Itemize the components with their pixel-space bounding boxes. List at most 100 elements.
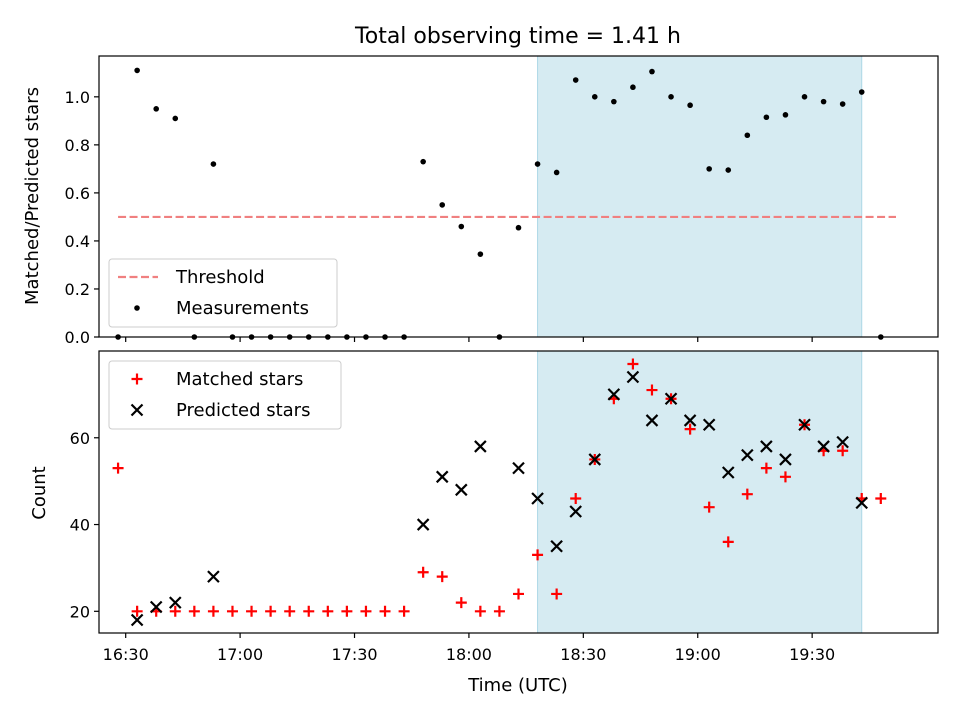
data-point	[782, 112, 789, 118]
x-axis-label: Time (UTC)	[467, 675, 568, 696]
predicted-star-point	[721, 466, 735, 479]
predicted-star-point	[474, 440, 487, 453]
data-point	[553, 169, 560, 176]
top-y-tick-label: 0.2	[65, 280, 90, 299]
matched-star-point	[493, 605, 505, 617]
data-point	[458, 223, 465, 230]
matched-star-point	[112, 462, 124, 474]
top-y-tick-label: 1.0	[65, 88, 90, 107]
matched-star-point	[513, 588, 524, 600]
matched-star-point	[684, 423, 696, 435]
data-point	[420, 158, 426, 165]
data-point	[687, 102, 693, 109]
matched-star-point	[703, 501, 715, 513]
data-point	[439, 202, 446, 208]
bottom-legend: Matched stars Predicted stars	[108, 360, 342, 430]
predicted-star-point	[855, 496, 869, 510]
matched-star-point	[188, 605, 200, 617]
legend-matched-stars-handle	[131, 373, 143, 385]
top-y-tick-label: 0.6	[65, 184, 90, 203]
legend-measurements-label: Measurements	[176, 298, 309, 319]
matched-star-point	[207, 605, 219, 617]
top-y-axis-label: Matched/Predicted stars	[22, 87, 43, 305]
predicted-star-point	[760, 440, 773, 453]
predicted-star-point	[741, 448, 754, 462]
bottom-axes-frame	[98, 350, 939, 634]
matched-star-point	[875, 493, 887, 505]
data-point	[477, 251, 484, 257]
series-measurements	[115, 67, 884, 340]
data-point	[820, 98, 827, 105]
bottom-highlight-span	[537, 351, 862, 633]
matched-star-point	[760, 462, 772, 474]
data-point	[534, 161, 541, 167]
data-point	[706, 166, 712, 172]
figure-title: Total observing time = 1.41 h	[354, 24, 681, 49]
top-y-tick-label: 0.4	[65, 232, 90, 251]
data-point	[858, 89, 865, 95]
matched-star-point	[398, 605, 410, 617]
x-tick-label: 16:30	[103, 645, 149, 664]
top-y-tick-label: 0.8	[65, 136, 90, 155]
matched-star-point	[722, 536, 734, 548]
predicted-star-point	[607, 388, 621, 401]
data-point	[839, 101, 846, 107]
matched-star-point	[246, 605, 258, 617]
matched-star-point	[627, 358, 639, 370]
matched-star-point	[455, 597, 467, 609]
top-legend-box	[108, 258, 338, 328]
matched-star-point	[551, 588, 563, 600]
data-point	[801, 94, 808, 100]
bottom-y-tick-label: 40	[70, 516, 90, 535]
matched-star-point	[646, 384, 658, 396]
data-point	[210, 161, 217, 167]
predicted-star-point	[588, 453, 602, 466]
predicted-star-point	[836, 435, 849, 449]
matched-star-point	[226, 605, 238, 617]
legend-matched-stars-label: Matched stars	[176, 369, 303, 390]
matched-star-point	[741, 488, 753, 500]
predicted-star-point	[779, 453, 792, 466]
data-point	[725, 167, 732, 173]
data-point	[611, 98, 617, 105]
predicted-star-point	[550, 539, 563, 553]
matched-star-point	[284, 605, 296, 617]
predicted-star-point	[512, 461, 525, 475]
predicted-star-point	[702, 418, 716, 432]
predicted-star-point	[168, 596, 182, 609]
matched-star-point	[379, 605, 391, 617]
data-point	[172, 115, 179, 122]
data-point	[515, 224, 522, 231]
matched-star-point	[474, 605, 486, 617]
matched-star-point	[265, 605, 277, 617]
matched-star-point	[303, 605, 315, 617]
predicted-star-point	[683, 414, 697, 427]
predicted-star-point	[626, 370, 640, 384]
predicted-star-point	[569, 505, 582, 518]
matched-star-point	[341, 605, 353, 617]
matched-star-point	[436, 571, 448, 583]
matched-star-point	[570, 493, 582, 505]
legend-predicted-stars-label: Predicted stars	[176, 400, 310, 421]
predicted-star-point	[149, 600, 163, 614]
matched-star-point	[837, 445, 849, 457]
x-tick-label: 19:30	[789, 645, 835, 664]
top-y-tick-label: 0.0	[65, 328, 90, 347]
series-predicted-stars	[130, 370, 869, 627]
predicted-star-point	[207, 570, 220, 583]
matched-star-point	[532, 549, 544, 561]
predicted-star-point	[130, 613, 144, 627]
matched-star-point	[131, 605, 143, 617]
data-point	[649, 68, 655, 75]
top-highlight-span	[537, 56, 862, 337]
matched-star-point	[169, 605, 181, 617]
matched-star-point	[322, 605, 334, 617]
bottom-legend-box	[108, 360, 342, 430]
data-point	[134, 67, 140, 74]
x-tick-label: 18:30	[560, 645, 606, 664]
x-tick-label: 17:30	[331, 645, 377, 664]
predicted-star-point	[455, 483, 468, 497]
data-point	[572, 77, 579, 83]
predicted-star-point	[664, 392, 678, 406]
top-panel: 0.0 0.2 0.4 0.6 0.8 1.0 Threshold Measurements	[65, 55, 939, 347]
